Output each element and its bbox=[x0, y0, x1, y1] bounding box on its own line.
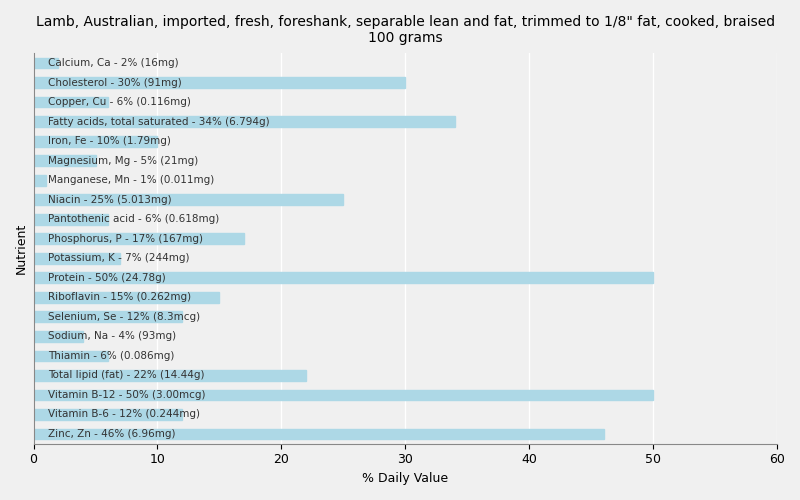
Bar bbox=[34, 428, 603, 440]
Bar bbox=[34, 58, 58, 68]
Bar bbox=[34, 96, 108, 108]
Text: Calcium, Ca - 2% (16mg): Calcium, Ca - 2% (16mg) bbox=[49, 58, 179, 68]
Text: Sodium, Na - 4% (93mg): Sodium, Na - 4% (93mg) bbox=[49, 332, 177, 342]
Text: Zinc, Zn - 46% (6.96mg): Zinc, Zn - 46% (6.96mg) bbox=[49, 429, 176, 439]
Bar bbox=[34, 194, 343, 205]
Bar bbox=[34, 175, 46, 186]
Text: Manganese, Mn - 1% (0.011mg): Manganese, Mn - 1% (0.011mg) bbox=[49, 175, 214, 185]
Text: Vitamin B-12 - 50% (3.00mcg): Vitamin B-12 - 50% (3.00mcg) bbox=[49, 390, 206, 400]
Text: Niacin - 25% (5.013mg): Niacin - 25% (5.013mg) bbox=[49, 194, 172, 204]
Bar bbox=[34, 253, 120, 264]
Text: Riboflavin - 15% (0.262mg): Riboflavin - 15% (0.262mg) bbox=[49, 292, 191, 302]
Bar bbox=[34, 234, 244, 244]
Bar bbox=[34, 390, 653, 400]
Bar bbox=[34, 370, 306, 381]
Text: Vitamin B-6 - 12% (0.244mg): Vitamin B-6 - 12% (0.244mg) bbox=[49, 410, 201, 420]
Bar bbox=[34, 136, 158, 146]
Text: Pantothenic acid - 6% (0.618mg): Pantothenic acid - 6% (0.618mg) bbox=[49, 214, 220, 224]
Bar bbox=[34, 214, 108, 224]
Y-axis label: Nutrient: Nutrient bbox=[15, 223, 28, 274]
Text: Potassium, K - 7% (244mg): Potassium, K - 7% (244mg) bbox=[49, 254, 190, 264]
Text: Copper, Cu - 6% (0.116mg): Copper, Cu - 6% (0.116mg) bbox=[49, 97, 191, 107]
Text: Protein - 50% (24.78g): Protein - 50% (24.78g) bbox=[49, 273, 166, 283]
Text: Fatty acids, total saturated - 34% (6.794g): Fatty acids, total saturated - 34% (6.79… bbox=[49, 116, 270, 126]
Bar bbox=[34, 116, 455, 127]
Text: Iron, Fe - 10% (1.79mg): Iron, Fe - 10% (1.79mg) bbox=[49, 136, 171, 146]
Title: Lamb, Australian, imported, fresh, foreshank, separable lean and fat, trimmed to: Lamb, Australian, imported, fresh, fores… bbox=[36, 15, 775, 45]
Bar bbox=[34, 77, 406, 88]
Bar bbox=[34, 350, 108, 361]
Text: Phosphorus, P - 17% (167mg): Phosphorus, P - 17% (167mg) bbox=[49, 234, 203, 244]
Bar bbox=[34, 331, 83, 342]
X-axis label: % Daily Value: % Daily Value bbox=[362, 472, 448, 485]
Text: Selenium, Se - 12% (8.3mcg): Selenium, Se - 12% (8.3mcg) bbox=[49, 312, 201, 322]
Bar bbox=[34, 409, 182, 420]
Bar bbox=[34, 292, 219, 302]
Bar bbox=[34, 312, 182, 322]
Bar bbox=[34, 272, 653, 283]
Text: Thiamin - 6% (0.086mg): Thiamin - 6% (0.086mg) bbox=[49, 351, 175, 361]
Text: Total lipid (fat) - 22% (14.44g): Total lipid (fat) - 22% (14.44g) bbox=[49, 370, 205, 380]
Bar bbox=[34, 156, 95, 166]
Text: Magnesium, Mg - 5% (21mg): Magnesium, Mg - 5% (21mg) bbox=[49, 156, 198, 166]
Text: Cholesterol - 30% (91mg): Cholesterol - 30% (91mg) bbox=[49, 78, 182, 88]
